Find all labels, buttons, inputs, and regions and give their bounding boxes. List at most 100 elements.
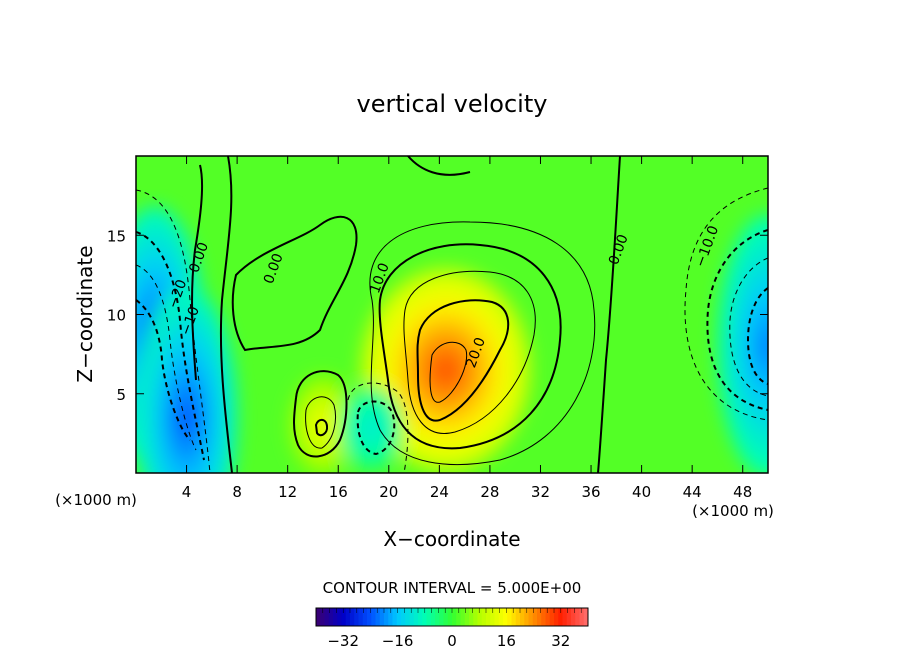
field-level bbox=[432, 354, 460, 386]
colorbar-swatch bbox=[507, 608, 512, 626]
colorbar-swatch bbox=[537, 608, 542, 626]
colorbar-swatch bbox=[498, 608, 504, 626]
contour-10 bbox=[305, 396, 336, 449]
contour-15 bbox=[403, 270, 536, 434]
contour-interval-text: CONTOUR INTERVAL = 5.000E+00 bbox=[323, 579, 582, 597]
colorbar-swatch bbox=[341, 608, 347, 626]
field-level bbox=[758, 327, 768, 366]
colorbar-swatch bbox=[464, 608, 470, 626]
field-fill bbox=[136, 156, 768, 473]
contour-zero bbox=[219, 156, 233, 473]
colorbar-swatch bbox=[456, 608, 461, 626]
chart-title: vertical velocity bbox=[357, 90, 548, 118]
y-axis-label: Z−coordinate bbox=[73, 245, 97, 382]
colorbar-swatch bbox=[490, 608, 495, 626]
x-axis: 4 8 12 16 20 24 28 32 36 40 44 48 bbox=[182, 483, 752, 501]
colorbar-swatch bbox=[422, 608, 427, 626]
colorbar-swatch bbox=[345, 608, 351, 626]
colorbar-swatch bbox=[333, 608, 338, 626]
colorbar-swatch bbox=[350, 608, 355, 626]
x-tick-label: 32 bbox=[531, 483, 550, 501]
contour-20 bbox=[416, 299, 510, 422]
plot-frame bbox=[135, 155, 769, 474]
contour-zero bbox=[407, 156, 471, 176]
x-tick-label: 24 bbox=[430, 483, 449, 501]
colorbar-swatch bbox=[545, 608, 551, 626]
colorbar-swatch bbox=[473, 608, 478, 626]
x-tick-label: 36 bbox=[581, 483, 600, 501]
colorbar-swatch bbox=[549, 608, 555, 626]
colorbar-swatch bbox=[532, 608, 538, 626]
colorbar-swatch bbox=[566, 608, 572, 626]
contour-lines bbox=[136, 156, 768, 473]
contour-10 bbox=[378, 243, 562, 450]
colorbar-swatch bbox=[541, 608, 546, 626]
x-tick-label: 28 bbox=[480, 483, 499, 501]
colorbar-swatch bbox=[571, 608, 576, 626]
colorbar-swatch bbox=[486, 608, 491, 626]
colorbar-swatch bbox=[452, 608, 457, 626]
colorbar-tick-label: 16 bbox=[497, 632, 516, 650]
colorbar-tick-label: 0 bbox=[447, 632, 457, 650]
colorbar-swatch bbox=[401, 608, 406, 626]
colorbar-swatch bbox=[520, 608, 525, 626]
contour-zero bbox=[191, 164, 204, 381]
x-axis-label: X−coordinate bbox=[383, 527, 520, 551]
colorbar-swatch bbox=[396, 608, 402, 626]
colorbar-swatch bbox=[328, 608, 334, 626]
contour-neg10 bbox=[136, 231, 205, 461]
colorbar-swatch bbox=[418, 608, 423, 626]
colorbar-swatch bbox=[503, 608, 508, 626]
x-tick-label: 12 bbox=[278, 483, 297, 501]
field-level bbox=[177, 398, 197, 437]
y-tick-label: 10 bbox=[107, 307, 126, 325]
colorbar-swatch bbox=[558, 608, 563, 626]
colorbar-swatch bbox=[477, 608, 483, 626]
contour-neg15 bbox=[729, 257, 768, 397]
colorbar-tick-label: −16 bbox=[382, 632, 414, 650]
colorbar-swatch bbox=[443, 608, 449, 626]
y-axis: 5 10 15 bbox=[107, 227, 126, 404]
x-unit-left: (×1000 m) bbox=[55, 491, 137, 509]
colorbar-swatch bbox=[388, 608, 393, 626]
x-tick-label: 8 bbox=[232, 483, 242, 501]
colorbar-swatch bbox=[575, 608, 580, 626]
contour-neg15 bbox=[136, 264, 197, 451]
colorbar-swatch bbox=[426, 608, 432, 626]
colorbar-swatch bbox=[320, 608, 325, 626]
colorbar-swatch bbox=[375, 608, 381, 626]
contour-neg10 bbox=[356, 400, 396, 456]
contour-neg20 bbox=[136, 299, 191, 441]
contour-25 bbox=[429, 341, 468, 403]
x-tick-label: 20 bbox=[379, 483, 398, 501]
colorbar-swatch bbox=[562, 608, 568, 626]
colorbar: −32 −16 0 16 32 bbox=[315, 607, 589, 650]
colorbar-swatch bbox=[447, 608, 453, 626]
y-tick-label: 5 bbox=[116, 386, 126, 404]
colorbar-swatch bbox=[524, 608, 529, 626]
contour-15 bbox=[314, 418, 329, 437]
colorbar-swatch bbox=[324, 608, 330, 626]
colorbar-swatch bbox=[405, 608, 410, 626]
colorbar-swatch bbox=[528, 608, 534, 626]
colorbar-swatch bbox=[554, 608, 559, 626]
colorbar-swatch bbox=[413, 608, 419, 626]
colorbar-swatch bbox=[358, 608, 364, 626]
colorbar-swatch bbox=[362, 608, 368, 626]
contour-neg20 bbox=[746, 287, 768, 385]
colorbar-swatch bbox=[439, 608, 444, 626]
colorbar-swatch bbox=[316, 608, 321, 626]
colorbar-swatch bbox=[583, 608, 589, 626]
x-unit-right: (×1000 m) bbox=[692, 502, 774, 520]
colorbar-swatch bbox=[409, 608, 415, 626]
colorbar-swatch bbox=[371, 608, 376, 626]
x-tick-label: 40 bbox=[632, 483, 651, 501]
colorbar-swatch bbox=[469, 608, 474, 626]
colorbar-swatch bbox=[392, 608, 398, 626]
contour-zero bbox=[597, 156, 621, 473]
colorbar-swatch bbox=[481, 608, 487, 626]
contour-zero bbox=[231, 215, 358, 352]
field-level bbox=[363, 420, 379, 438]
